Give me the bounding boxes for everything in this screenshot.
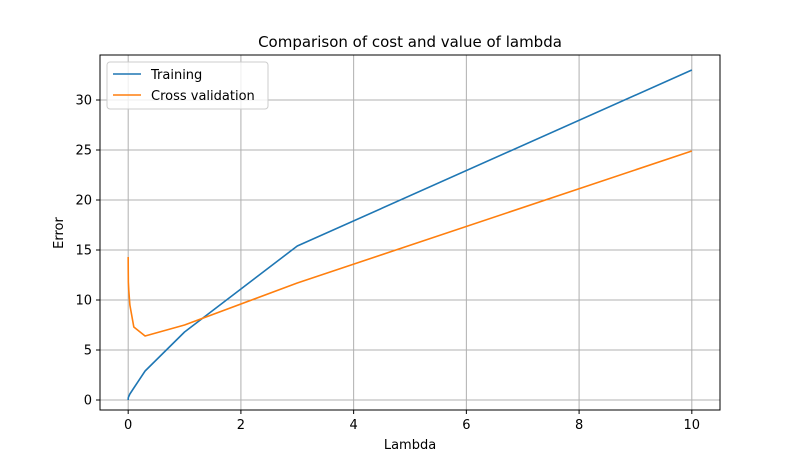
x-axis-label: Lambda bbox=[384, 438, 436, 453]
y-tick-label: 20 bbox=[75, 194, 92, 209]
x-tick-label: 4 bbox=[349, 418, 357, 433]
plot-frame bbox=[99, 54, 721, 411]
chart-title: Comparison of cost and value of lambda bbox=[258, 33, 562, 51]
x-tick-label: 2 bbox=[237, 418, 245, 433]
y-tick-label: 15 bbox=[75, 244, 92, 259]
axis-ticks: 0 2 4 6 8 10 0 5 10 15 20 25 30 bbox=[75, 94, 700, 434]
legend-label-training: Training bbox=[150, 68, 202, 83]
x-tick-label: 0 bbox=[124, 418, 132, 433]
x-tick-label: 10 bbox=[684, 418, 701, 433]
y-tick-label: 0 bbox=[84, 394, 92, 409]
series-lines bbox=[127, 69, 693, 401]
y-tick-label: 30 bbox=[75, 94, 92, 109]
legend: Training Cross validation bbox=[106, 61, 269, 110]
grid bbox=[100, 55, 720, 410]
y-tick-label: 10 bbox=[75, 294, 92, 309]
x-tick-label: 8 bbox=[575, 418, 583, 433]
legend-label-cross-validation: Cross validation bbox=[151, 89, 255, 104]
series-line-cross-validation bbox=[127, 150, 693, 337]
x-tick-label: 6 bbox=[462, 418, 470, 433]
legend-box bbox=[106, 61, 269, 110]
y-tick-label: 25 bbox=[75, 144, 92, 159]
series-line-training bbox=[127, 69, 693, 401]
y-tick-label: 5 bbox=[84, 344, 92, 359]
y-axis-label: Error bbox=[52, 217, 67, 249]
